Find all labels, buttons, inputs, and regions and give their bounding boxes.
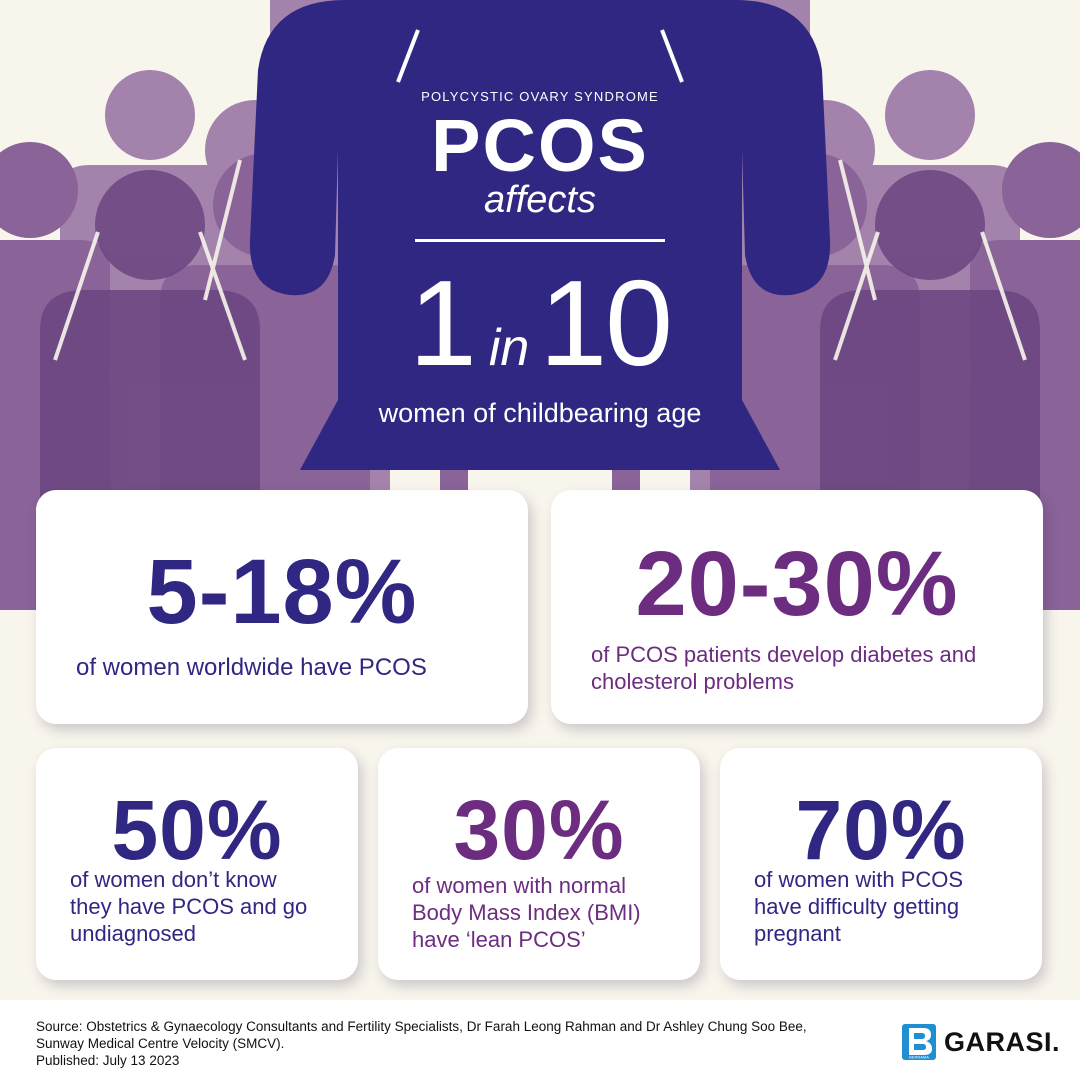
ratio-in: in <box>488 319 530 377</box>
published-date: Published: July 13 2023 <box>36 1053 180 1068</box>
stat-description-line: pregnant <box>754 921 841 946</box>
ratio-numerator: 1 <box>408 255 477 391</box>
stat-description-line: of PCOS patients develop diabetes and <box>591 642 977 667</box>
stat-value: 20-30% <box>635 533 959 635</box>
stat-card-lean-pcos: 30% of women with normal Body Mass Index… <box>378 748 700 980</box>
stat-description-line: have ‘lean PCOS’ <box>412 927 586 952</box>
source-credit: Source: Obstetrics & Gynaecology Consult… <box>36 1018 896 1052</box>
stat-description-line: Body Mass Index (BMI) <box>412 900 641 925</box>
bernama-b-icon: BERNAMA <box>902 1024 936 1060</box>
footer: Source: Obstetrics & Gynaecology Consult… <box>0 1000 1080 1080</box>
hero-title: PCOS <box>431 104 649 187</box>
stat-description: of PCOS patients develop diabetes and ch… <box>591 641 1031 695</box>
stat-description-line: of women with PCOS <box>754 867 964 892</box>
stat-value: 50% <box>111 783 283 877</box>
stat-description: of women with normal Body Mass Index (BM… <box>412 872 696 953</box>
stat-description: of women worldwide have PCOS <box>76 654 427 681</box>
stat-description: of women with PCOS have difficulty getti… <box>754 866 1038 947</box>
stat-card-diabetes: 20-30% of PCOS patients develop diabetes… <box>551 490 1043 724</box>
hero-eyebrow: POLYCYSTIC OVARY SYNDROME <box>421 89 659 104</box>
hero-affects: affects <box>484 179 596 221</box>
logo-sub-text: BERNAMA <box>909 1055 929 1060</box>
stat-description-line: cholesterol problems <box>591 669 794 694</box>
central-figure <box>249 0 831 470</box>
stat-card-worldwide: 5-18% of women worldwide have PCOS <box>36 490 528 724</box>
stat-description: of women don’t know they have PCOS and g… <box>70 866 354 947</box>
hero-subtitle: women of childbearing age <box>378 398 702 428</box>
stat-description-line: undiagnosed <box>70 921 197 946</box>
stat-description-line: they have PCOS and go <box>70 894 308 919</box>
stat-card-undiagnosed: 50% of women don’t know they have PCOS a… <box>36 748 358 980</box>
stat-card-fertility: 70% of women with PCOS have difficulty g… <box>720 748 1042 980</box>
hero-divider <box>415 239 665 242</box>
stat-description-line: of women with normal <box>412 873 626 898</box>
stat-description-line: of women don’t know <box>70 867 277 892</box>
source-line: Source: Obstetrics & Gynaecology Consult… <box>36 1019 807 1034</box>
stat-value: 70% <box>795 783 967 877</box>
logo-text: GARASI. <box>944 1026 1061 1057</box>
garasi-logo: BERNAMA GARASI. <box>902 1022 1060 1062</box>
hero-ratio: 1 in 10 <box>0 258 1080 388</box>
stat-description-line: have difficulty getting <box>754 894 960 919</box>
source-line: Sunway Medical Centre Velocity (SMCV). <box>36 1036 285 1051</box>
stat-value: 5-18% <box>146 541 418 643</box>
ratio-denominator: 10 <box>539 255 673 391</box>
hero-section: POLYCYSTIC OVARY SYNDROME PCOS affects 1… <box>0 0 1080 470</box>
stat-value: 30% <box>453 783 625 877</box>
arm-stripes <box>53 159 1027 361</box>
central-figure-arm-lines <box>396 29 684 83</box>
